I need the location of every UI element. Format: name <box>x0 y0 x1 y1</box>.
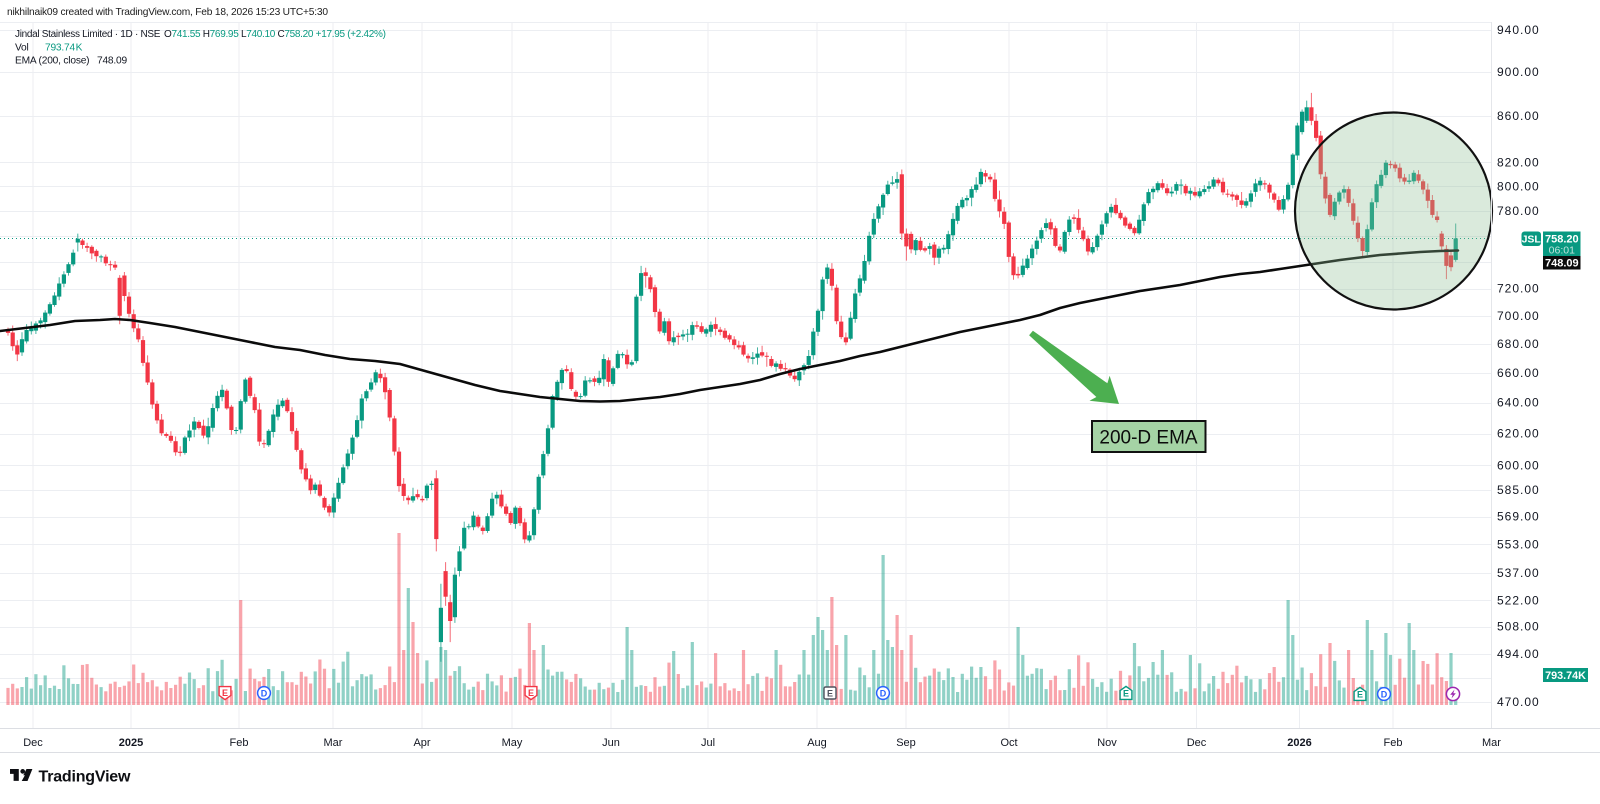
svg-text:508.00: 508.00 <box>1497 620 1540 634</box>
svg-text:E: E <box>222 688 228 698</box>
svg-text:470.00: 470.00 <box>1497 695 1540 709</box>
svg-text:640.00: 640.00 <box>1497 396 1540 410</box>
svg-text:Jun: Jun <box>602 737 620 749</box>
svg-text:Aug: Aug <box>807 737 827 749</box>
svg-text:EMA (200, close)748.09: EMA (200, close) 748.09 <box>15 56 127 67</box>
svg-text:Jindal Stainless Limited · 1D: Jindal Stainless Limited · 1D · NSE O741.… <box>15 29 386 40</box>
svg-text:Dec: Dec <box>1187 737 1207 749</box>
svg-text:Dec: Dec <box>23 737 43 749</box>
svg-text:TradingView: TradingView <box>39 769 132 786</box>
svg-text:522.00: 522.00 <box>1497 593 1540 607</box>
svg-text:700.00: 700.00 <box>1497 309 1540 323</box>
svg-text:900.00: 900.00 <box>1497 65 1540 79</box>
svg-text:800.00: 800.00 <box>1497 179 1540 193</box>
svg-text:E: E <box>1357 690 1363 700</box>
svg-text:06:01: 06:01 <box>1549 245 1575 257</box>
svg-text:Oct: Oct <box>1000 737 1017 749</box>
svg-text:D: D <box>1381 689 1388 699</box>
svg-text:200-D EMA: 200-D EMA <box>1099 428 1198 449</box>
svg-text:D: D <box>880 688 887 698</box>
svg-text:494.00: 494.00 <box>1497 647 1540 661</box>
svg-text:940.00: 940.00 <box>1497 23 1540 37</box>
svg-text:Feb: Feb <box>1384 737 1403 749</box>
svg-text:May: May <box>502 737 523 749</box>
svg-text:Feb: Feb <box>230 737 249 749</box>
svg-text:Mar: Mar <box>324 737 343 749</box>
svg-text:2026: 2026 <box>1287 737 1311 749</box>
svg-text:680.00: 680.00 <box>1497 337 1540 351</box>
svg-text:585.00: 585.00 <box>1497 483 1540 497</box>
svg-text:660.00: 660.00 <box>1497 366 1540 380</box>
svg-text:Apr: Apr <box>413 737 430 749</box>
svg-text:E: E <box>827 688 833 698</box>
svg-text:820.00: 820.00 <box>1497 155 1540 169</box>
svg-text:JSL: JSL <box>1522 233 1542 245</box>
svg-text:780.00: 780.00 <box>1497 204 1540 218</box>
svg-text:537.00: 537.00 <box>1497 566 1540 580</box>
svg-text:569.00: 569.00 <box>1497 510 1540 524</box>
svg-text:Sep: Sep <box>896 737 916 749</box>
svg-text:720.00: 720.00 <box>1497 282 1540 296</box>
svg-text:Mar: Mar <box>1482 737 1501 749</box>
svg-text:860.00: 860.00 <box>1497 109 1540 123</box>
svg-text:E: E <box>528 688 534 698</box>
svg-text:553.00: 553.00 <box>1497 537 1540 551</box>
svg-text:Nov: Nov <box>1097 737 1117 749</box>
svg-text:620.00: 620.00 <box>1497 427 1540 441</box>
svg-text:nikhilnaik09 created with Trad: nikhilnaik09 created with TradingView.co… <box>7 7 328 18</box>
svg-text:E: E <box>1123 689 1129 699</box>
svg-text:600.00: 600.00 <box>1497 458 1540 472</box>
svg-text:758.20: 758.20 <box>1545 233 1579 245</box>
svg-text:793.74K: 793.74K <box>1545 670 1586 682</box>
svg-text:Jul: Jul <box>701 737 715 749</box>
svg-text:2025: 2025 <box>119 737 143 749</box>
svg-text:D: D <box>261 688 268 698</box>
svg-text:748.09: 748.09 <box>1545 258 1579 270</box>
